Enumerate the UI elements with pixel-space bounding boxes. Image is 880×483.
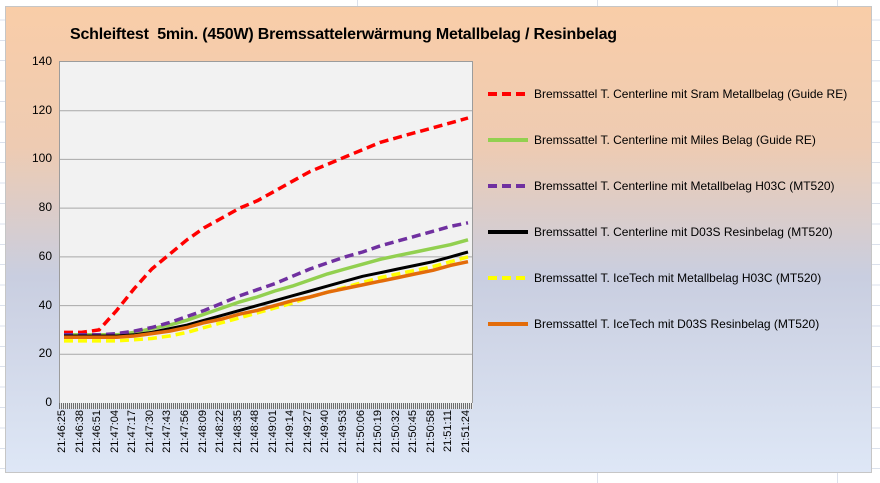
x-tick-label: 21:49:40 (319, 410, 332, 453)
x-tick-label: 21:46:51 (91, 410, 104, 453)
series-line[interactable] (64, 221, 469, 337)
x-tick-label: 21:49:53 (337, 410, 350, 453)
legend-item[interactable]: Bremssattel T. Centerline mit D03S Resin… (488, 209, 847, 255)
legend-item-label: Bremssattel T. Centerline mit Miles Bela… (534, 133, 816, 147)
y-tick-label: 100 (31, 151, 52, 166)
legend[interactable]: Bremssattel T. Centerline mit Sram Metal… (488, 71, 847, 347)
x-tick-label: 21:49:01 (266, 410, 279, 453)
x-tick-label: 21:46:25 (56, 410, 68, 453)
legend-item-label: Bremssattel T. IceTech mit Metallbelag H… (534, 271, 822, 285)
x-tick-label: 21:47:04 (108, 410, 121, 453)
x-tick-label: 21:50:32 (389, 410, 402, 453)
legend-item-label: Bremssattel T. Centerline mit Metallbela… (534, 179, 835, 193)
y-tick-label: 120 (31, 102, 52, 117)
y-tick-label: 20 (38, 346, 52, 361)
series-line[interactable] (64, 238, 469, 337)
x-tick-label: 21:48:22 (214, 410, 227, 453)
x-tick-label: 21:50:06 (354, 410, 367, 453)
x-tick-label: 21:47:56 (178, 410, 191, 453)
series-line[interactable] (64, 259, 469, 339)
x-tick-label: 21:48:09 (196, 410, 209, 453)
x-tick-label: 21:46:38 (73, 410, 86, 453)
y-tick-label: 80 (38, 200, 52, 215)
legend-line-swatch (488, 184, 528, 188)
y-tick-label: 0 (45, 395, 52, 409)
legend-line-swatch (488, 230, 528, 234)
legend-item[interactable]: Bremssattel T. IceTech mit D03S Resinbel… (488, 301, 847, 347)
x-axis-tick-marks (59, 403, 473, 409)
series-line[interactable] (64, 116, 469, 335)
x-tick-label: 21:48:48 (249, 410, 262, 453)
legend-item[interactable]: Bremssattel T. IceTech mit Metallbelag H… (488, 255, 847, 301)
legend-item[interactable]: Bremssattel T. Centerline mit Miles Bela… (488, 117, 847, 163)
x-tick-label: 21:47:17 (126, 410, 139, 453)
x-tick-label: 21:48:35 (231, 410, 244, 453)
x-tick-label: 21:49:27 (301, 410, 314, 453)
legend-line-swatch (488, 322, 528, 326)
chart-title[interactable]: Schleiftest 5min. (450W) Bremssattelerwä… (70, 26, 617, 43)
x-tick-label: 21:47:43 (161, 410, 174, 453)
legend-line-swatch (488, 138, 528, 142)
legend-line-swatch (488, 92, 528, 96)
plot-svg (60, 110, 472, 355)
x-tick-label: 21:51:24 (460, 410, 472, 453)
x-tick-label: 21:50:45 (407, 410, 420, 453)
legend-item[interactable]: Bremssattel T. Centerline mit Metallbela… (488, 163, 847, 209)
x-tick-label: 21:50:19 (372, 410, 385, 453)
legend-item-label: Bremssattel T. Centerline mit Sram Metal… (534, 87, 848, 101)
legend-item[interactable]: Bremssattel T. Centerline mit Sram Metal… (488, 71, 847, 117)
legend-line-swatch (488, 276, 528, 280)
legend-item-label: Bremssattel T. IceTech mit D03S Resinbel… (534, 317, 820, 331)
x-tick-label: 21:47:30 (143, 410, 156, 453)
x-tick-label: 21:49:14 (284, 410, 297, 453)
y-tick-label: 40 (38, 297, 52, 312)
x-tick-label: 21:50:58 (424, 410, 437, 453)
legend-item-label: Bremssattel T. Centerline mit D03S Resin… (534, 225, 833, 239)
plot-area[interactable] (59, 61, 473, 404)
y-tick-label: 140 (31, 54, 52, 68)
x-tick-label: 21:51:11 (442, 410, 455, 453)
chart-area[interactable]: Schleiftest 5min. (450W) Bremssattelerwä… (5, 6, 872, 473)
y-tick-label: 60 (38, 248, 52, 263)
